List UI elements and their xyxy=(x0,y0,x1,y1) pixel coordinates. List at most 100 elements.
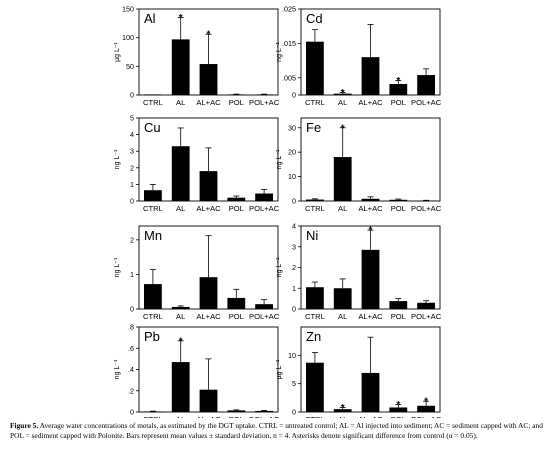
ni-chart: Ni 0 1 2 3 4 ng L⁻¹ CTRL AL * AL+AC POL POL+AC xyxy=(276,222,442,322)
cu-bar xyxy=(227,197,246,201)
fe-y-tick-label: 10 xyxy=(288,172,296,181)
mn-x-tick-label: POL xyxy=(229,312,244,321)
mn-bar xyxy=(144,284,162,309)
al-bar xyxy=(199,64,218,95)
al-bar xyxy=(171,39,190,95)
al-panel-title: Al xyxy=(144,11,156,26)
mn-y-tick-label: 1 xyxy=(130,270,134,279)
zn-significance-asterisk: * xyxy=(424,397,428,408)
ni-x-tick-label: POL xyxy=(391,312,406,321)
cd-bar xyxy=(417,75,435,95)
ni-y-axis-label: ng L⁻¹ xyxy=(276,257,283,277)
cu-x-tick-label: POL xyxy=(229,204,244,213)
cu-y-tick-label: 0 xyxy=(130,197,134,206)
ni-y-tick-label: 0 xyxy=(292,305,296,314)
mn-x-tick-label: AL+AC xyxy=(196,312,221,321)
al-y-tick-label: 100 xyxy=(122,33,134,42)
fe-y-tick-label: 0 xyxy=(292,197,296,206)
cu-y-tick-label: 2 xyxy=(130,163,134,172)
zn-x-tick-label: AL+AC xyxy=(358,415,383,418)
fe-x-tick-label: AL+AC xyxy=(358,204,383,213)
fe-bar xyxy=(361,198,380,201)
figure-caption: Figure 5. Average water concentrations o… xyxy=(10,421,544,440)
mn-x-tick-label: CTRL xyxy=(143,312,163,321)
pb-y-tick-label: .6 xyxy=(128,344,134,353)
ni-y-tick-label: 2 xyxy=(292,263,296,272)
zn-bar xyxy=(333,409,352,412)
cu-x-tick-label: AL xyxy=(176,204,185,213)
pb-bar xyxy=(144,411,162,413)
al-x-tick-label: CTRL xyxy=(143,98,163,107)
pb-y-tick-label: .2 xyxy=(128,386,134,395)
mn-bar xyxy=(171,306,190,309)
cu-x-tick-label: AL+AC xyxy=(196,204,221,213)
zn-y-tick-label: 0 xyxy=(292,408,296,417)
cu-bar xyxy=(199,171,218,201)
al-bar xyxy=(227,94,246,96)
figure-caption-text: Average water concentrations of metals, … xyxy=(10,421,543,440)
ni-x-tick-label: AL+AC xyxy=(358,312,383,321)
cd-x-tick-label: AL xyxy=(338,98,347,107)
pb-bar xyxy=(255,410,273,412)
zn-significance-asterisk: * xyxy=(341,403,345,414)
pb-x-tick-label: POL+AC xyxy=(249,415,280,418)
cd-bar xyxy=(333,93,352,95)
ni-y-tick-label: 4 xyxy=(292,222,296,231)
cu-x-tick-label: CTRL xyxy=(143,204,163,213)
fe-y-tick-label: 20 xyxy=(288,148,296,157)
mn-x-tick-label: AL xyxy=(176,312,185,321)
pb-significance-asterisk: * xyxy=(179,336,183,347)
mn-y-tick-label: 0 xyxy=(130,305,134,314)
mn-panel-title: Mn xyxy=(144,228,162,243)
ni-x-tick-label: AL xyxy=(338,312,347,321)
ni-y-tick-label: 3 xyxy=(292,242,296,251)
ni-bar xyxy=(361,249,380,309)
mn-bar xyxy=(227,297,246,309)
fe-bar xyxy=(417,200,435,202)
cd-y-tick-label: .005 xyxy=(282,73,296,82)
fe-bar xyxy=(306,199,324,201)
zn-y-tick-label: 10 xyxy=(288,351,296,360)
fe-plot-frame xyxy=(300,117,441,202)
ni-bar xyxy=(389,301,408,309)
cu-bar xyxy=(255,193,273,201)
al-significance-asterisk: * xyxy=(179,13,183,24)
mn-bar xyxy=(199,277,218,309)
mn-x-tick-label: POL+AC xyxy=(249,312,280,321)
zn-bar xyxy=(361,372,380,412)
zn-x-tick-label: POL xyxy=(391,415,406,418)
al-y-tick-label: 50 xyxy=(126,62,134,71)
cu-y-tick-label: 5 xyxy=(130,114,134,123)
ni-bar xyxy=(417,302,435,309)
cd-x-tick-label: CTRL xyxy=(305,98,325,107)
cu-y-tick-label: 4 xyxy=(130,130,134,139)
ni-x-tick-label: POL+AC xyxy=(411,312,442,321)
fe-x-tick-label: AL xyxy=(338,204,347,213)
pb-y-tick-label: .4 xyxy=(128,365,134,374)
fe-x-tick-label: POL+AC xyxy=(411,204,442,213)
cd-x-tick-label: POL xyxy=(391,98,406,107)
pb-bar xyxy=(171,362,190,412)
zn-bar xyxy=(389,407,408,412)
cd-bar xyxy=(389,83,408,95)
al-x-tick-label: POL xyxy=(229,98,244,107)
pb-bar xyxy=(227,410,246,412)
zn-bar xyxy=(306,362,324,412)
fe-y-axis-label: ng L⁻¹ xyxy=(276,149,283,169)
mn-chart: Mn 0 1 2 ng L⁻¹ CTRL AL AL+AC POL POL+AC xyxy=(114,225,280,321)
fe-significance-asterisk: * xyxy=(341,123,345,134)
fe-chart: Fe 0 10 20 30 ng L⁻¹ CTRL * AL AL+AC POL POL+AC xyxy=(276,117,442,213)
ni-panel-title: Ni xyxy=(306,228,318,243)
fe-y-tick-label: 30 xyxy=(288,123,296,132)
pb-panel-title: Pb xyxy=(144,329,160,344)
cd-y-tick-label: 0 xyxy=(292,91,296,100)
zn-x-tick-label: POL+AC xyxy=(411,415,442,418)
cd-panel-title: Cd xyxy=(306,11,323,26)
cd-y-axis-label: ng L⁻¹ xyxy=(276,42,283,62)
mn-y-tick-label: 2 xyxy=(130,235,134,244)
zn-panel-title: Zn xyxy=(306,329,321,344)
pb-x-tick-label: AL+AC xyxy=(196,415,221,418)
pb-bar xyxy=(199,389,218,412)
